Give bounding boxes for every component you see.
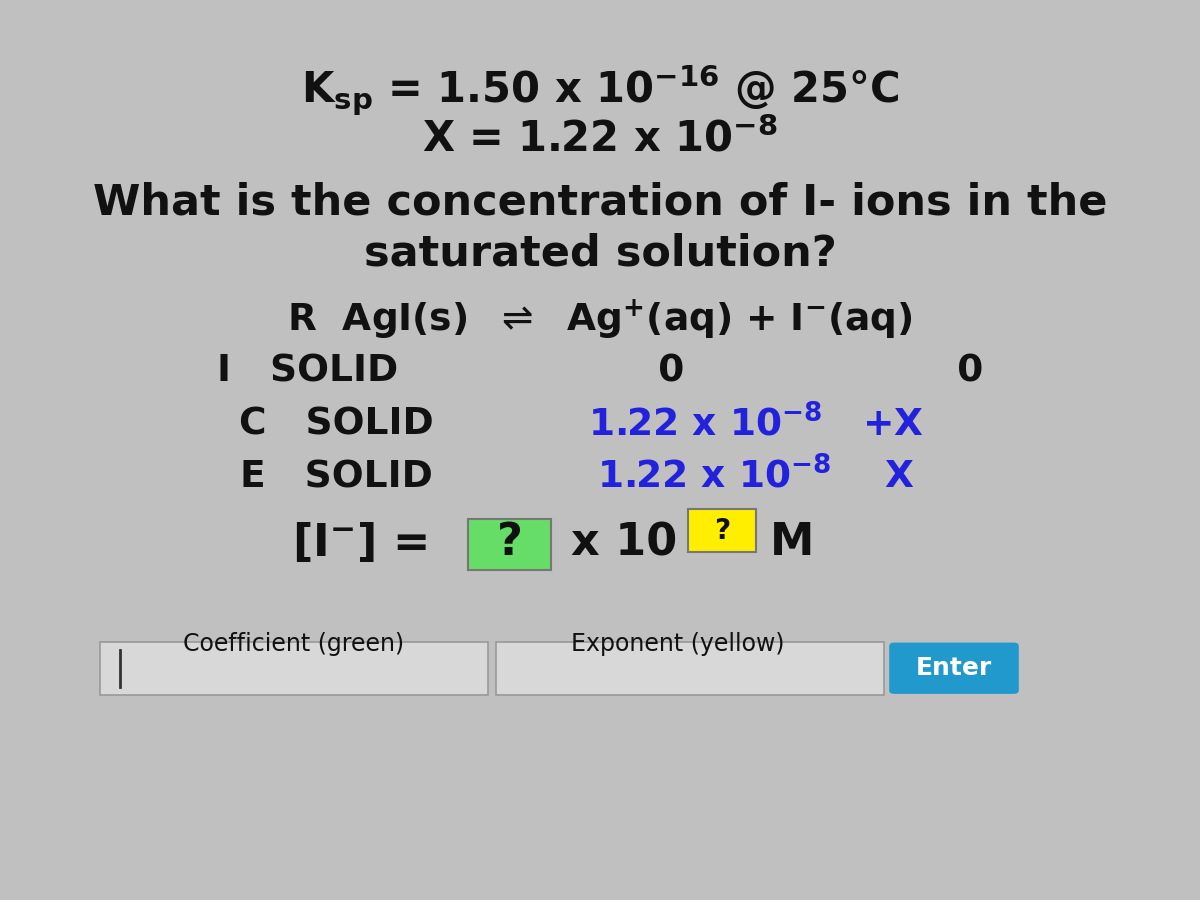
FancyBboxPatch shape: [889, 643, 1019, 694]
Text: I   SOLID                    0                     0: I SOLID 0 0: [217, 354, 983, 390]
Text: x 10: x 10: [571, 521, 677, 564]
FancyBboxPatch shape: [100, 642, 488, 695]
Text: M: M: [770, 521, 814, 564]
Text: 1.22 x 10$^{\mathregular{-8}}$   +X: 1.22 x 10$^{\mathregular{-8}}$ +X: [588, 405, 924, 445]
Text: 1.22 x 10$^{\mathregular{-8}}$    X: 1.22 x 10$^{\mathregular{-8}}$ X: [598, 457, 914, 497]
Text: C   SOLID: C SOLID: [239, 407, 433, 443]
Text: E   SOLID: E SOLID: [240, 459, 432, 495]
Text: ?: ?: [714, 517, 730, 544]
FancyBboxPatch shape: [688, 509, 756, 552]
Text: Enter: Enter: [916, 656, 992, 680]
Text: What is the concentration of I- ions in the: What is the concentration of I- ions in …: [92, 182, 1108, 223]
Text: X = 1.22 x 10$^{\mathregular{-8}}$: X = 1.22 x 10$^{\mathregular{-8}}$: [422, 118, 778, 161]
FancyBboxPatch shape: [496, 642, 884, 695]
Text: [I$^{\mathregular{-}}$] =: [I$^{\mathregular{-}}$] =: [293, 521, 427, 564]
Text: K$_{\mathregular{sp}}$ = 1.50 x 10$^{\mathregular{-16}}$ @ 25°C: K$_{\mathregular{sp}}$ = 1.50 x 10$^{\ma…: [301, 62, 899, 118]
Text: R  AgI(s)  $\rightleftharpoons$  Ag$^{\mathregular{+}}$(aq) + I$^{\mathregular{-: R AgI(s) $\rightleftharpoons$ Ag$^{\math…: [287, 298, 913, 341]
Text: Coefficient (green): Coefficient (green): [184, 632, 404, 655]
Text: saturated solution?: saturated solution?: [364, 233, 836, 274]
FancyBboxPatch shape: [468, 519, 551, 570]
Text: Exponent (yellow): Exponent (yellow): [571, 632, 785, 655]
Text: ?: ?: [497, 521, 522, 564]
